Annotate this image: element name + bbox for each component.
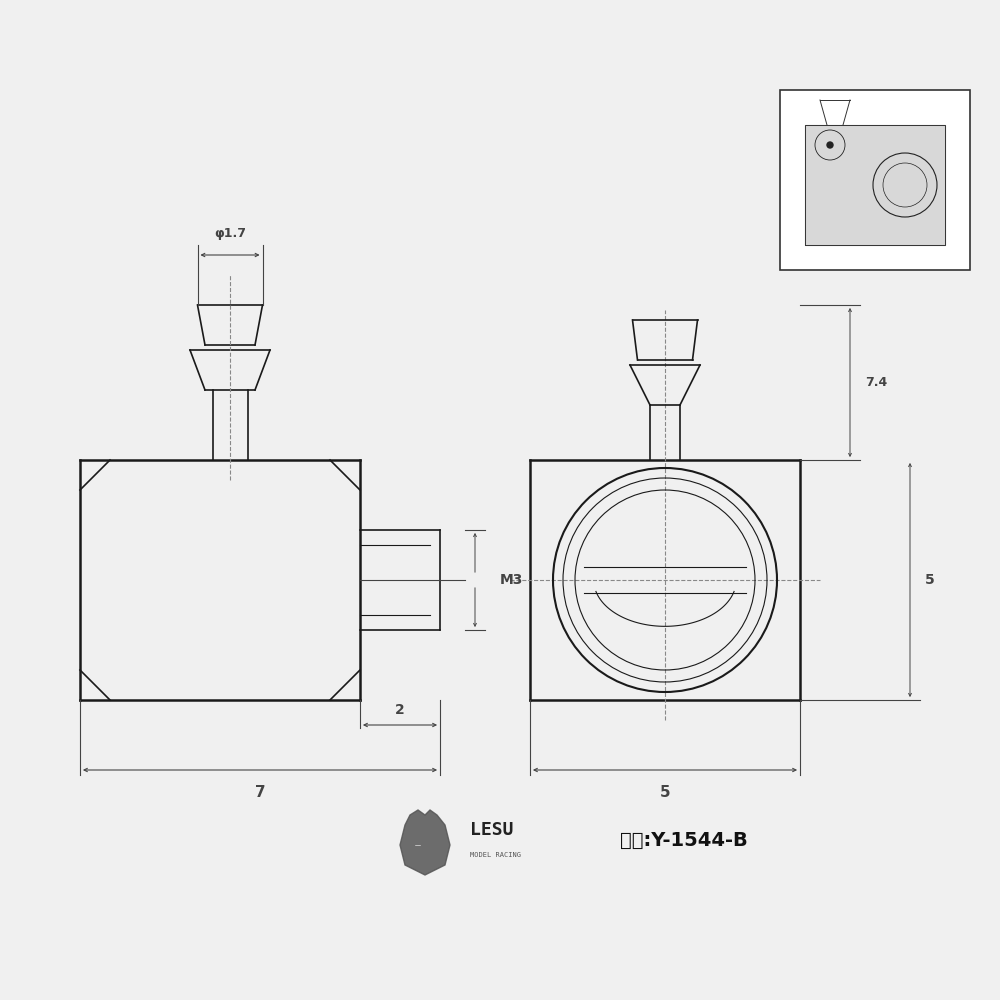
Text: 型号:Y-1544-B: 型号:Y-1544-B: [620, 830, 748, 850]
Text: 7.4: 7.4: [865, 376, 887, 389]
Text: 5: 5: [660, 785, 670, 800]
Text: MODEL RACING: MODEL RACING: [470, 852, 521, 858]
Text: 5: 5: [925, 573, 935, 587]
Bar: [780, 90, 970, 270]
Text: 7: 7: [255, 785, 265, 800]
Text: M3: M3: [500, 573, 523, 587]
Text: 2: 2: [395, 703, 405, 717]
Polygon shape: [400, 810, 450, 875]
Text: φ1.7: φ1.7: [214, 227, 246, 240]
Text: LESU: LESU: [470, 821, 514, 839]
Circle shape: [827, 142, 833, 148]
Polygon shape: [805, 125, 945, 245]
